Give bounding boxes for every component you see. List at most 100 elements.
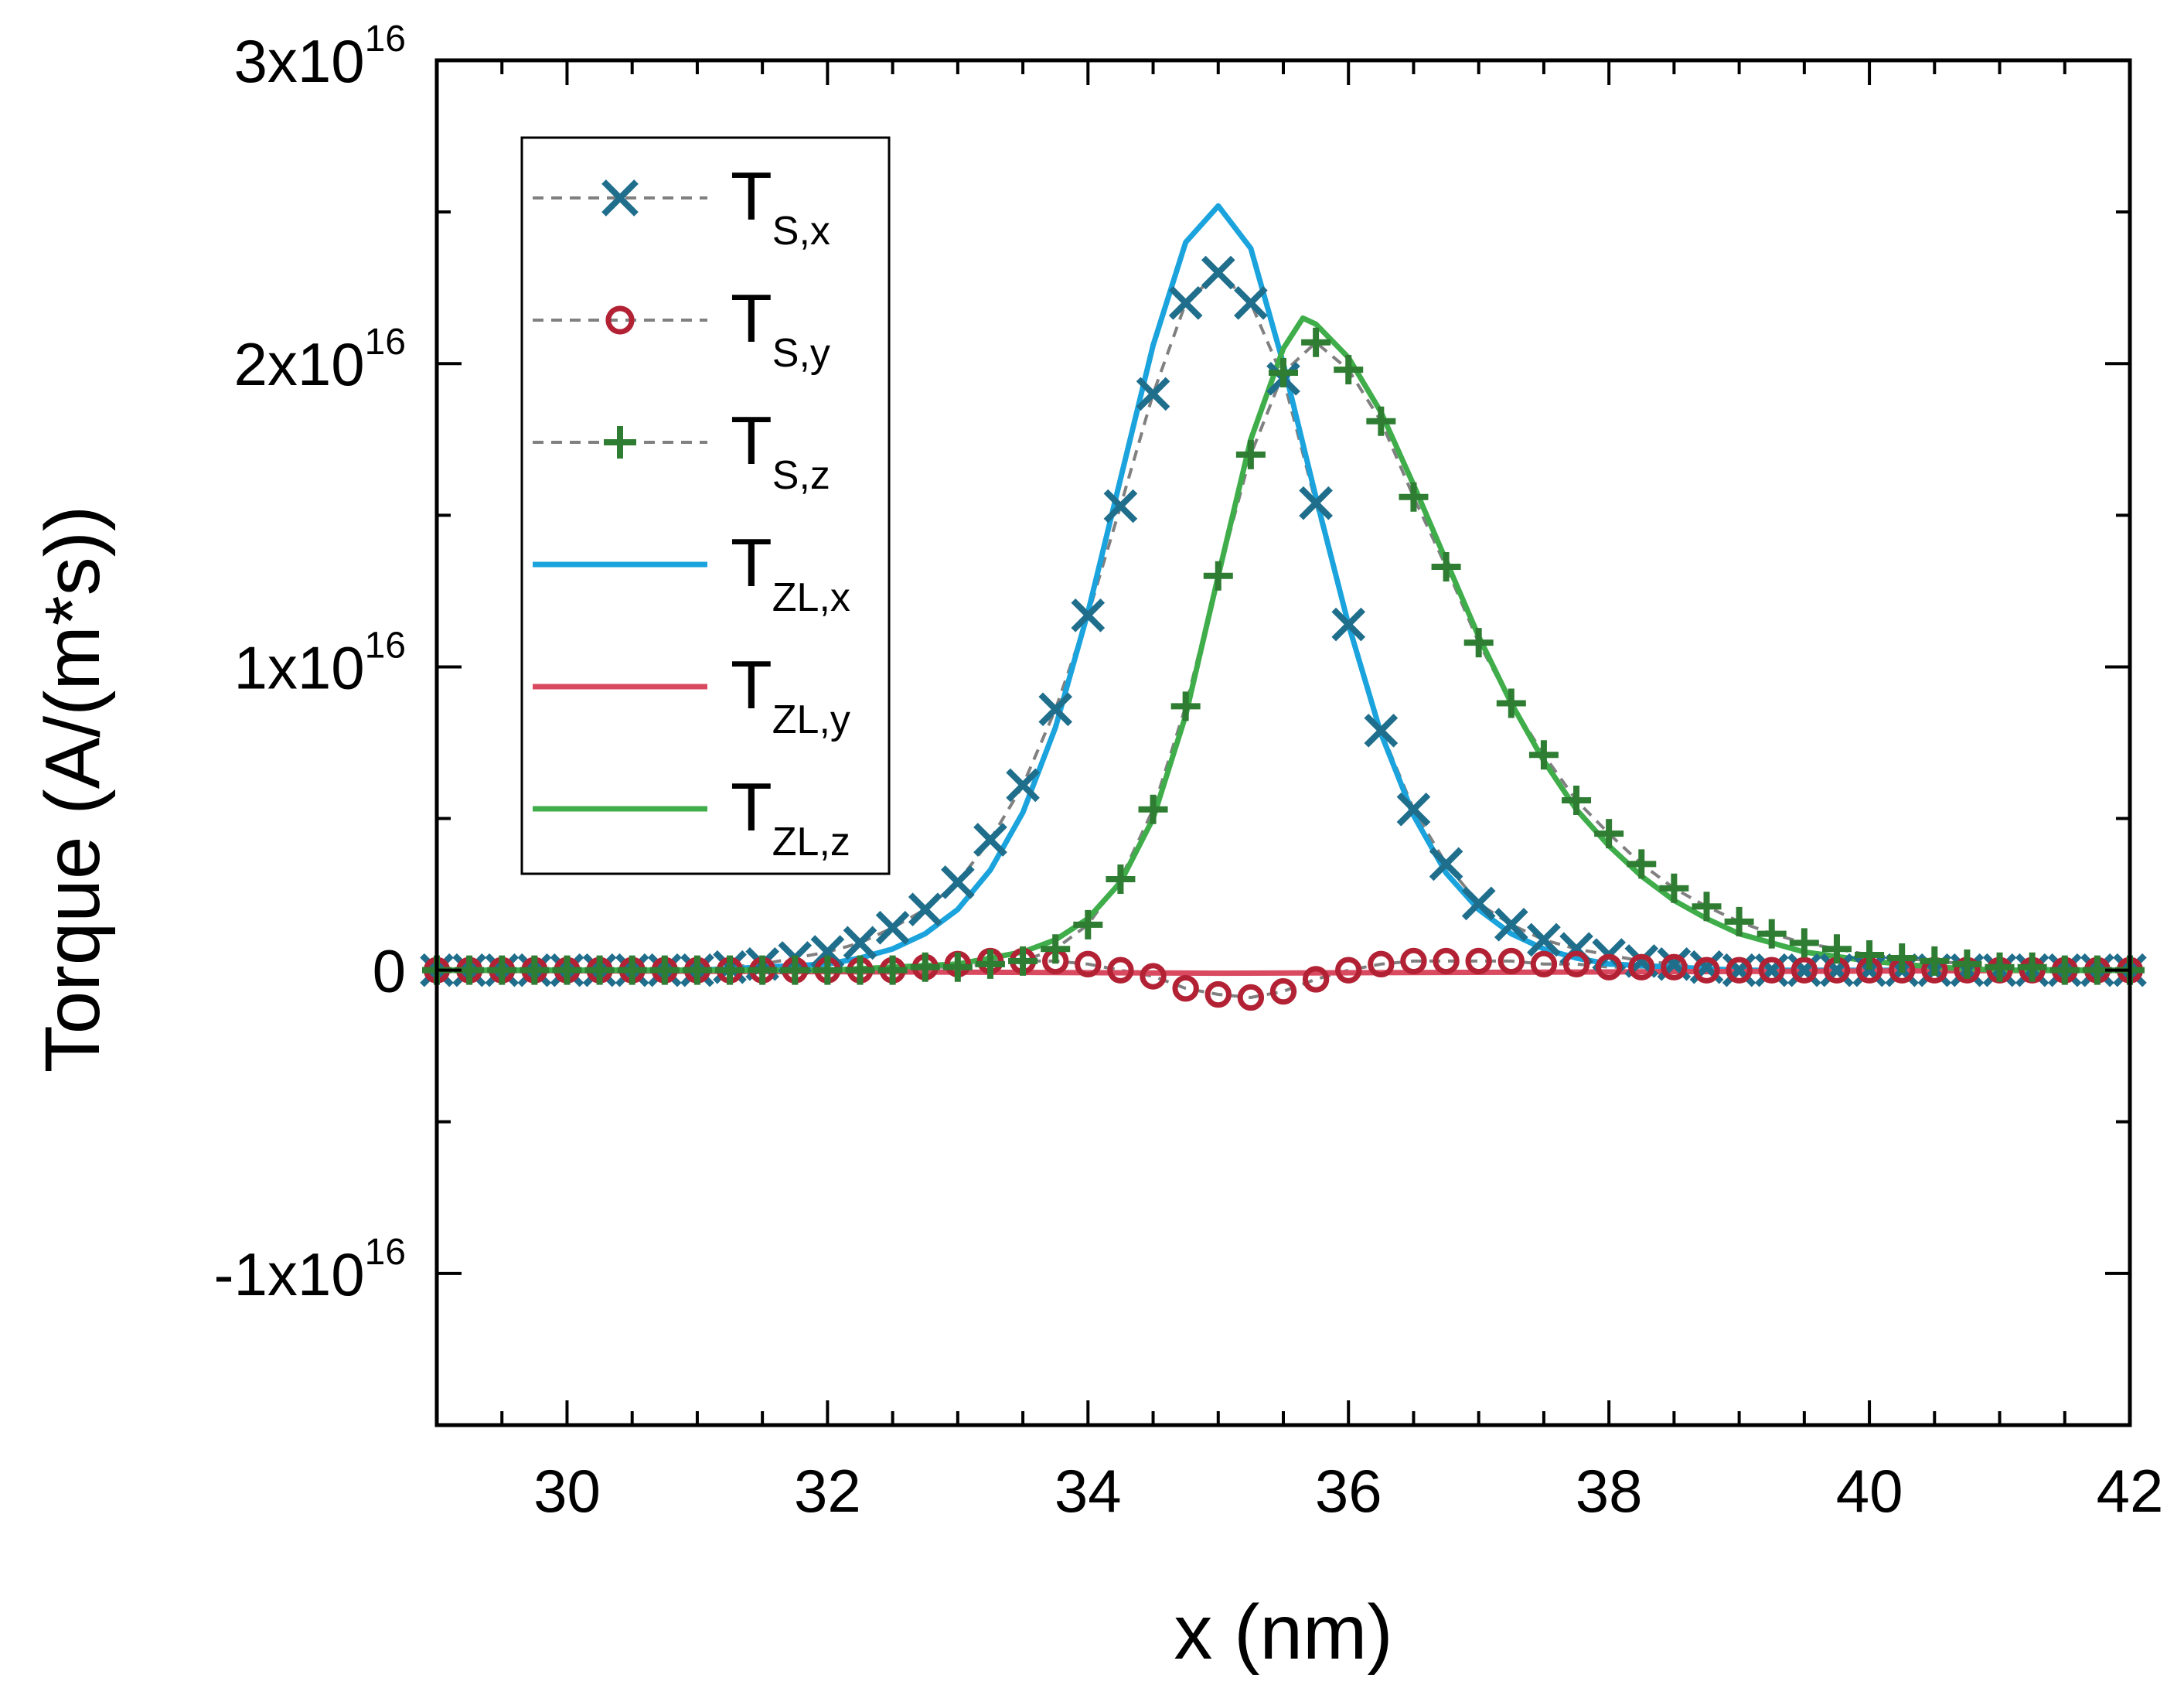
axes bbox=[434, 58, 2132, 1427]
data-point-s-y bbox=[1758, 957, 1785, 984]
data-point-s-z bbox=[813, 955, 843, 985]
data-point-s-x bbox=[1136, 377, 1170, 411]
marker-stroke bbox=[941, 865, 975, 899]
data-point-s-y bbox=[1107, 957, 1134, 984]
data-point-s-y bbox=[1140, 963, 1167, 990]
marker-stroke bbox=[1852, 953, 1886, 987]
marker-stroke bbox=[1136, 377, 1170, 411]
data-point-s-z bbox=[649, 955, 680, 985]
data-point-s-z bbox=[552, 955, 582, 985]
data-point-s-z bbox=[845, 955, 875, 985]
data-point-s-z bbox=[682, 955, 712, 985]
marker-stroke bbox=[1201, 255, 1235, 290]
data-point-s-z bbox=[975, 949, 1005, 979]
legend-label-subscript: S,z bbox=[772, 453, 830, 498]
legend-label-base: T bbox=[731, 280, 772, 356]
marker-stroke bbox=[875, 910, 910, 945]
data-point-s-z bbox=[2017, 952, 2047, 982]
marker-stroke bbox=[1429, 847, 1463, 882]
data-point-s-z bbox=[1821, 934, 1852, 964]
data-point-s-z bbox=[1528, 740, 1559, 770]
data-point-s-x bbox=[973, 823, 1007, 857]
data-point-s-z bbox=[1887, 943, 1917, 973]
data-point-s-x bbox=[1234, 285, 1268, 320]
data-point-s-z bbox=[520, 955, 550, 985]
legend-swatch-marker bbox=[601, 179, 639, 217]
data-point-s-z bbox=[748, 955, 778, 985]
data-point-s-z bbox=[1301, 327, 1331, 357]
legend-entry-zl-x: TZL,x bbox=[533, 524, 850, 620]
data-point-s-z bbox=[1789, 928, 1819, 958]
y-tick-mantissa: -1x10 bbox=[213, 1240, 364, 1308]
data-point-s-z bbox=[1724, 906, 1754, 936]
marker-stroke bbox=[1006, 768, 1040, 803]
y-tick-exponent: 16 bbox=[365, 1232, 406, 1273]
data-point-s-z bbox=[1627, 849, 1657, 879]
data-point-s-z bbox=[715, 955, 745, 985]
legend-entry-zl-y: TZL,y bbox=[533, 646, 850, 742]
data-point-s-z bbox=[584, 955, 615, 985]
marker-stroke bbox=[1722, 953, 1756, 987]
data-point-s-y bbox=[1628, 953, 1655, 980]
data-point-s-x bbox=[1331, 607, 1366, 642]
legend-entry-zl-z: TZL,z bbox=[533, 769, 850, 864]
data-point-s-z bbox=[1463, 628, 1494, 658]
legend-label-subscript: ZL,x bbox=[772, 575, 850, 620]
data-point-s-x bbox=[1787, 953, 1821, 987]
marker-stroke bbox=[1527, 922, 1561, 957]
data-point-s-x bbox=[843, 926, 877, 960]
legend-swatch-marker bbox=[604, 426, 636, 459]
data-point-s-y bbox=[1790, 957, 1818, 984]
data-point-s-z bbox=[1594, 819, 1624, 849]
data-point-s-z bbox=[1366, 406, 1396, 436]
data-point-s-z bbox=[487, 955, 517, 985]
data-point-s-y bbox=[1465, 947, 1492, 975]
marker-stroke bbox=[1331, 607, 1366, 642]
data-point-s-z bbox=[910, 952, 940, 982]
x-tick-label: 42 bbox=[2097, 1457, 2164, 1525]
data-point-s-z bbox=[1562, 786, 1592, 816]
legend-label: TS,z bbox=[731, 402, 830, 498]
legend-label-subscript: S,x bbox=[772, 209, 830, 254]
data-point-s-x bbox=[1722, 953, 1756, 987]
data-point-s-z bbox=[1399, 482, 1429, 512]
legend-label-base: T bbox=[731, 646, 772, 723]
marker-stroke bbox=[1461, 886, 1496, 921]
data-point-s-y bbox=[1693, 957, 1720, 984]
legend-label: TZL,y bbox=[731, 646, 850, 742]
data-point-s-x bbox=[1201, 255, 1235, 290]
y-tick-label: 1x1016 bbox=[233, 625, 406, 701]
legend-label-subscript: ZL,z bbox=[772, 820, 850, 864]
data-point-s-x bbox=[1006, 768, 1040, 803]
legend-label-base: T bbox=[731, 158, 772, 234]
data-point-s-z bbox=[942, 952, 973, 982]
marker-stroke bbox=[1234, 285, 1268, 320]
legend-entry-s-y: TS,y bbox=[533, 280, 830, 376]
marker-stroke bbox=[973, 823, 1007, 857]
data-point-s-y bbox=[1302, 966, 1330, 993]
data-point-s-y bbox=[1335, 957, 1362, 984]
data-point-s-z bbox=[1431, 552, 1461, 582]
data-point-s-z bbox=[1170, 691, 1201, 721]
data-point-s-x bbox=[1364, 713, 1399, 748]
x-tick-label: 36 bbox=[1315, 1457, 1382, 1525]
data-point-s-y bbox=[1237, 984, 1265, 1011]
marker-stroke bbox=[1299, 486, 1333, 520]
data-point-s-y bbox=[1433, 947, 1460, 975]
data-point-s-x bbox=[908, 892, 942, 927]
marker-stroke bbox=[1494, 908, 1528, 942]
data-point-s-z bbox=[1756, 919, 1787, 949]
legend-label-base: T bbox=[731, 524, 772, 601]
marker-stroke bbox=[601, 179, 639, 217]
legend-label: TZL,z bbox=[731, 769, 850, 864]
marker-stroke bbox=[1820, 953, 1854, 987]
legend-label-subscript: S,y bbox=[772, 331, 830, 376]
marker-stroke bbox=[1364, 713, 1399, 748]
data-point-s-z bbox=[780, 955, 810, 985]
data-point-s-x bbox=[1299, 486, 1333, 520]
data-point-s-x bbox=[1527, 922, 1561, 957]
data-point-s-z bbox=[1008, 946, 1038, 976]
data-point-s-y bbox=[1530, 950, 1558, 978]
